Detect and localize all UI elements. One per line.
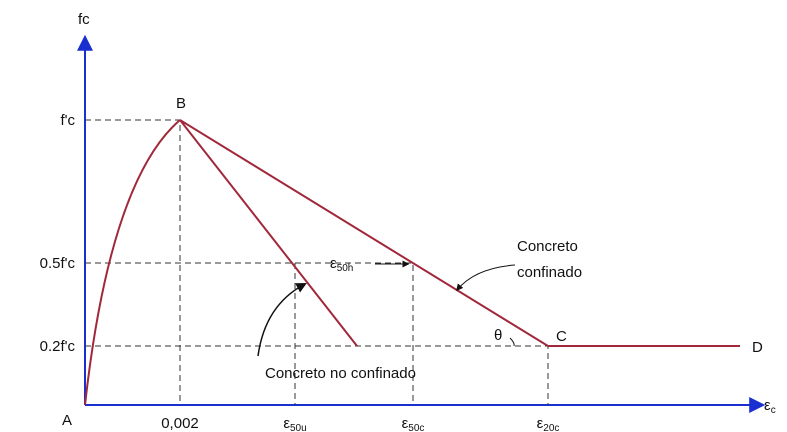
y-level-label: 0.5f'c <box>40 255 76 272</box>
y-level-label: 0.2f'c <box>40 338 76 355</box>
unconfined-label: Concreto no confinado <box>265 365 416 382</box>
symbol: ε <box>330 255 337 272</box>
angle-label: θ <box>494 327 502 344</box>
x-level-label: ε50c <box>402 415 425 432</box>
point-label: D <box>752 339 763 356</box>
confined-label: confinado <box>517 264 582 281</box>
arrow <box>257 283 307 357</box>
span-label: ε50h <box>330 255 353 274</box>
point-label: B <box>176 95 186 112</box>
symbol: ε <box>402 415 409 432</box>
axes <box>77 34 766 413</box>
point-label: C <box>556 328 567 345</box>
x-level-label: ε50u <box>283 415 306 432</box>
subscript: 50h <box>337 263 354 274</box>
x-level-label: ε20c <box>537 415 560 432</box>
x-level-label: 0,002 <box>161 415 199 432</box>
symbol: ε <box>537 415 544 432</box>
y-level-label: f'c <box>60 112 75 129</box>
point-label: A <box>62 412 72 429</box>
x-axis-label: εc <box>764 397 776 416</box>
y-axis-label: fc <box>78 11 90 28</box>
symbol: ε <box>764 397 771 414</box>
angle-arc <box>509 337 515 347</box>
arrow <box>456 264 516 292</box>
subscript: c <box>771 405 776 416</box>
confined-label: Concreto <box>517 238 578 255</box>
subscript: 50c <box>408 423 424 432</box>
subscript: 50u <box>290 423 307 432</box>
symbol: 0,002 <box>161 415 199 432</box>
symbol: ε <box>283 415 290 432</box>
guides <box>85 119 549 405</box>
subscript: 20c <box>543 423 559 432</box>
curves <box>84 119 740 406</box>
